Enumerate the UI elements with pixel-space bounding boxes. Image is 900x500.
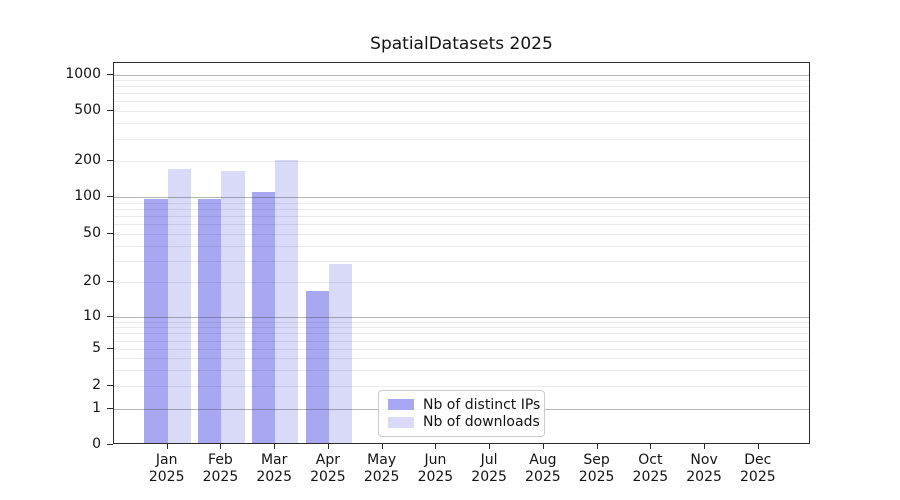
x-tick-label-apr: Apr 2025 <box>310 452 346 485</box>
minor-gridline <box>114 321 809 323</box>
plot-area <box>113 62 810 444</box>
y-tick-label: 200 <box>74 151 101 168</box>
minor-gridline <box>114 123 809 125</box>
y-tick-label: 0 <box>92 436 101 452</box>
major-gridline <box>114 317 809 318</box>
x-tick-mark <box>435 444 437 449</box>
y-tick-label: 500 <box>74 102 101 118</box>
x-tick-label-sep: Sep 2025 <box>578 452 615 485</box>
y-tick-label: 50 <box>83 225 101 241</box>
minor-gridline <box>114 349 809 350</box>
x-tick-label-nov: Nov 2025 <box>686 452 722 485</box>
minor-gridline <box>114 340 809 342</box>
y-tick-mark <box>107 348 113 349</box>
x-tick-mark <box>274 444 276 449</box>
bar-distinct-ips-feb <box>198 198 222 443</box>
bar-distinct-ips-mar <box>251 191 276 443</box>
x-tick-label-oct: Oct 2025 <box>632 452 669 485</box>
x-tick-mark <box>542 444 544 449</box>
x-tick-label-jul: Jul 2025 <box>471 452 507 485</box>
chart-title: SpatialDatasets 2025 <box>370 34 553 54</box>
minor-gridline <box>114 138 809 140</box>
x-tick-label-aug: Aug 2025 <box>525 452 561 485</box>
legend-item-downloads: Nb of downloads <box>388 414 540 430</box>
minor-gridline <box>114 224 809 226</box>
bar-distinct-ips-apr <box>305 291 329 443</box>
x-tick-label-feb: Feb 2025 <box>202 452 239 485</box>
legend-item-distinct-ips: Nb of distinct IPs <box>388 397 540 413</box>
minor-gridline <box>114 333 809 335</box>
major-gridline <box>114 74 809 76</box>
minor-gridline <box>114 160 809 162</box>
x-tick-mark <box>327 444 329 449</box>
minor-gridline <box>114 386 809 387</box>
x-tick-mark <box>166 444 168 449</box>
x-tick-mark <box>220 444 222 449</box>
y-tick-label: 100 <box>74 188 101 204</box>
minor-gridline <box>114 202 809 204</box>
y-tick-label: 10 <box>83 308 101 324</box>
y-tick-mark <box>107 444 113 445</box>
x-tick-label-dec: Dec 2025 <box>740 452 776 485</box>
minor-gridline <box>114 111 809 112</box>
minor-gridline <box>114 327 809 329</box>
x-tick-label-jan: Jan 2025 <box>148 452 185 485</box>
x-tick-mark <box>489 444 491 449</box>
y-tick-mark <box>107 407 113 409</box>
minor-gridline <box>114 86 809 88</box>
x-tick-label-jun: Jun 2025 <box>417 452 454 485</box>
y-tick-label: 20 <box>83 273 101 289</box>
minor-gridline <box>114 80 809 82</box>
x-tick-label-mar: Mar 2025 <box>256 452 292 485</box>
legend-swatch-downloads-icon <box>388 416 414 428</box>
minor-gridline <box>114 260 809 262</box>
x-tick-mark <box>381 444 383 449</box>
y-tick-mark <box>107 316 113 317</box>
bar-downloads-feb <box>221 170 245 443</box>
y-tick-label: 2 <box>92 377 101 393</box>
minor-gridline <box>114 208 809 210</box>
y-tick-label: 1000 <box>65 65 101 82</box>
y-tick-mark <box>107 281 113 282</box>
y-tick-mark <box>107 233 113 234</box>
y-tick-label: 1 <box>92 399 101 416</box>
minor-gridline <box>114 358 809 359</box>
y-tick-mark <box>107 110 113 111</box>
y-tick-mark <box>107 159 113 161</box>
minor-gridline <box>114 216 809 218</box>
minor-gridline <box>114 245 809 247</box>
bar-downloads-jan <box>167 168 191 443</box>
legend-swatch-distinct-ips-icon <box>388 399 414 411</box>
y-tick-mark <box>107 73 113 75</box>
x-tick-mark <box>650 444 652 449</box>
y-tick-label: 5 <box>92 340 101 356</box>
minor-gridline <box>114 101 809 103</box>
x-tick-mark <box>704 444 706 449</box>
minor-gridline <box>114 282 809 283</box>
minor-gridline <box>114 369 809 371</box>
y-tick-mark <box>107 196 113 197</box>
bar-downloads-apr <box>328 264 353 443</box>
legend-label-distinct-ips: Nb of distinct IPs <box>423 396 541 413</box>
y-tick-mark <box>107 385 113 386</box>
minor-gridline <box>114 234 809 235</box>
bar-distinct-ips-jan <box>144 198 168 443</box>
bar-downloads-mar <box>275 159 299 443</box>
x-tick-label-may: May 2025 <box>363 452 400 485</box>
minor-gridline <box>114 93 809 95</box>
legend-label-downloads: Nb of downloads <box>423 414 540 431</box>
major-gridline <box>114 197 809 198</box>
x-tick-mark <box>596 444 598 449</box>
legend: Nb of distinct IPs Nb of downloads <box>378 390 545 437</box>
x-tick-mark <box>757 444 759 449</box>
